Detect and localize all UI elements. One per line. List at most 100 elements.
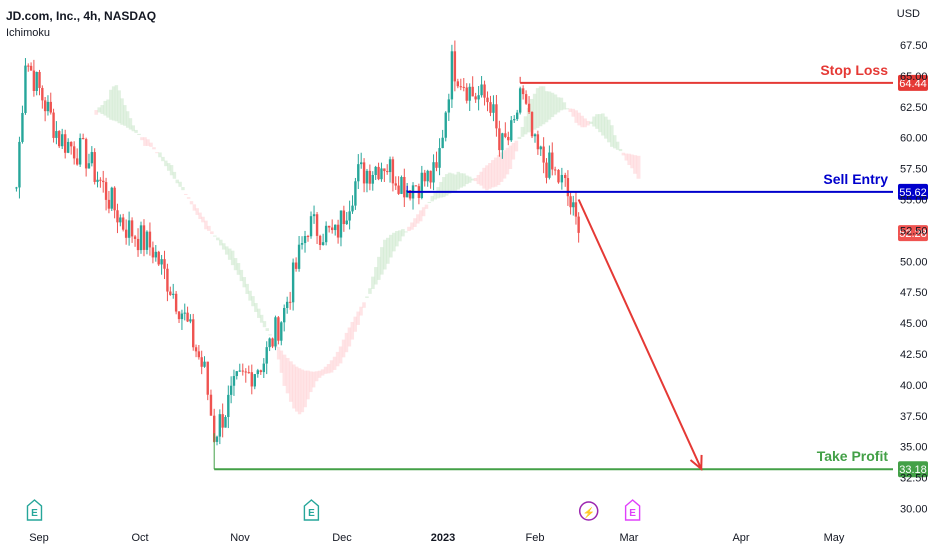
candle-body [247,372,250,374]
candle-body [142,225,146,250]
ichimoku-cloud-segment [288,361,293,402]
ichimoku-cloud-segment [485,165,489,191]
ichimoku-cloud-segment [192,204,197,211]
ichimoku-cloud-segment [598,114,602,133]
ichimoku-cloud-segment [404,231,408,233]
ichimoku-cloud-segment [169,165,174,176]
candle-body [102,180,105,183]
candle-body [447,99,451,113]
ichimoku-cloud-segment [213,235,217,237]
candle-body [348,211,351,221]
stop-loss-price-label: 64.44 [899,78,927,90]
candle-body [238,370,241,372]
earnings-event-icon[interactable] [26,499,43,521]
candle-body [268,338,271,348]
y-tick-label: 60.00 [900,133,928,145]
ichimoku-cloud-segment [488,163,492,189]
candle-body [345,220,348,225]
candle-body [127,220,131,238]
ichimoku-cloud-segment [633,155,638,174]
candle-body [548,152,551,178]
ichimoku-cloud-segment [577,112,581,126]
candle-body [55,131,58,138]
ichimoku-cloud-segment [589,121,593,124]
ichimoku-cloud-segment [353,316,357,332]
candle-body [386,171,389,173]
x-tick-label: 2023 [431,532,455,544]
candle-body [21,112,24,142]
ichimoku-cloud-segment [198,212,202,219]
candle-body [462,86,465,88]
earnings-event-icon[interactable] [303,499,320,521]
projection-arrow[interactable] [577,199,703,470]
ichimoku-cloud-segment [103,100,107,116]
ichimoku-cloud-segment [618,148,623,152]
candle-body [330,227,334,231]
ichimoku-cloud-segment [262,321,267,328]
ichimoku-cloud-segment [627,153,631,166]
ichimoku-cloud-segment [189,201,194,205]
ichimoku-cloud-segment [251,296,255,307]
ichimoku-cloud-segment [97,107,102,113]
ichimoku-cloud-segment [175,179,179,184]
ichimoku-cloud-segment [172,171,177,179]
ichimoku-cloud-segment [371,276,375,289]
indicator-label[interactable]: Ichimoku [6,27,51,39]
candle-body [124,229,128,238]
x-tick-label: Mar [620,532,639,544]
ichimoku-cloud-segment [473,177,478,182]
candle-body [235,371,238,377]
candle-body [501,133,504,151]
candle-body [336,224,340,238]
ichimoku-cloud-segment [517,136,522,139]
candle-body [259,370,262,373]
ichimoku-cloud-segment [607,119,611,143]
candle-body [566,178,570,197]
ichimoku-cloud-segment [604,116,608,139]
ichimoku-cloud-segment [123,105,127,126]
ichimoku-cloud-segment [450,173,455,193]
event-icon-glyph: E [629,508,636,519]
candle-body [408,190,412,199]
candle-body [52,112,55,138]
ichimoku-cloud-segment [374,267,378,285]
y-tick-label: 42.50 [900,349,928,361]
ichimoku-cloud-segment [230,250,235,266]
event-icon-glyph: E [31,508,38,519]
news-flash-icon[interactable] [578,501,599,521]
candle-body [107,199,111,209]
ichimoku-cloud-segment [491,160,495,188]
ichimoku-cloud-segment [276,347,281,360]
ichimoku-cloud-segment [347,327,352,347]
ichimoku-cloud-segment [100,105,105,114]
stop-loss-label: Stop Loss [820,62,888,78]
ichimoku-cloud-segment [514,140,519,152]
candle-body [229,385,233,395]
candle-body [32,70,36,91]
ichimoku-cloud-segment [186,197,191,199]
candle-body [542,146,545,163]
candle-body [477,95,480,100]
candle-body [507,136,510,141]
candle-body [557,169,560,183]
candle-body [84,139,88,169]
candle-body [327,225,331,228]
candle-body [483,84,486,98]
candle-body [294,262,298,269]
ichimoku-cloud-segment [502,150,507,179]
ichimoku-cloud-segment [335,351,340,367]
ichimoku-cloud-segment [317,370,322,378]
candle-body [63,134,67,153]
candle-body [429,170,432,183]
candle-body [274,317,277,347]
ichimoku-cloud-segment [259,314,264,323]
candle-body [450,51,454,100]
ichimoku-cloud-segment [624,153,628,161]
candle-body [66,141,70,153]
y-tick-label: 40.00 [900,380,928,392]
ichimoku-cloud-segment [268,334,272,336]
earnings-event-icon[interactable] [624,499,641,521]
ichimoku-cloud-segment [562,102,567,110]
